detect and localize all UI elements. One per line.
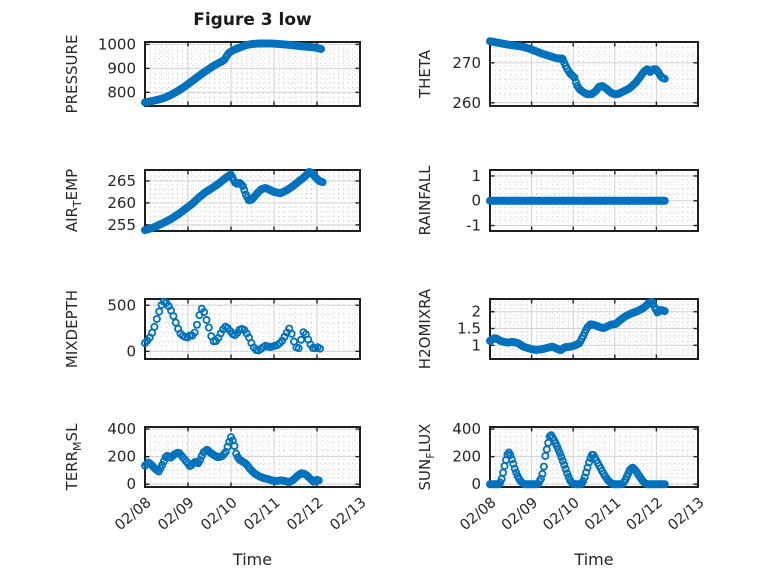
svg-text:02/09: 02/09 — [499, 495, 541, 534]
svg-text:SUNFLUX: SUNFLUX — [416, 424, 437, 491]
svg-text:255: 255 — [107, 216, 136, 234]
svg-text:900: 900 — [107, 59, 136, 77]
svg-text:0: 0 — [126, 342, 136, 360]
svg-text:2: 2 — [471, 303, 481, 321]
svg-text:200: 200 — [452, 448, 481, 466]
x-axis-label-left: Time — [232, 550, 273, 569]
svg-text:200: 200 — [107, 448, 136, 466]
svg-text:02/08: 02/08 — [457, 495, 499, 534]
x-axis-label-right: Time — [574, 550, 614, 569]
figure-title: Figure 3 low — [193, 10, 312, 30]
svg-text:0: 0 — [471, 475, 481, 493]
svg-text:1: 1 — [471, 336, 481, 354]
svg-text:THETA: THETA — [416, 49, 434, 99]
svg-text:800: 800 — [107, 83, 136, 101]
svg-text:02/13: 02/13 — [665, 495, 707, 534]
svg-text:MIXDEPTH: MIXDEPTH — [63, 290, 81, 368]
svg-text:PRESSURE: PRESSURE — [63, 35, 81, 114]
svg-text:02/12: 02/12 — [624, 495, 666, 534]
svg-text:RAINFALL: RAINFALL — [416, 165, 434, 236]
svg-text:270: 270 — [452, 54, 481, 72]
svg-text:H2OMIXRA: H2OMIXRA — [416, 288, 434, 369]
svg-text:0: 0 — [126, 475, 136, 493]
svg-text:-1: -1 — [466, 217, 481, 235]
svg-text:265: 265 — [107, 172, 136, 190]
svg-text:260: 260 — [107, 194, 136, 212]
svg-text:AIRTEMP: AIRTEMP — [63, 169, 84, 232]
svg-text:500: 500 — [107, 296, 136, 314]
svg-text:02/11: 02/11 — [582, 495, 624, 534]
svg-text:260: 260 — [452, 94, 481, 112]
svg-text:1.5: 1.5 — [457, 319, 481, 337]
svg-text:1: 1 — [471, 167, 481, 185]
svg-text:02/10: 02/10 — [540, 495, 582, 534]
svg-text:400: 400 — [107, 420, 136, 438]
svg-text:0: 0 — [471, 192, 481, 210]
svg-text:1000: 1000 — [98, 35, 136, 53]
svg-text:TERRMSL: TERRMSL — [63, 423, 84, 492]
svg-text:400: 400 — [452, 420, 481, 438]
